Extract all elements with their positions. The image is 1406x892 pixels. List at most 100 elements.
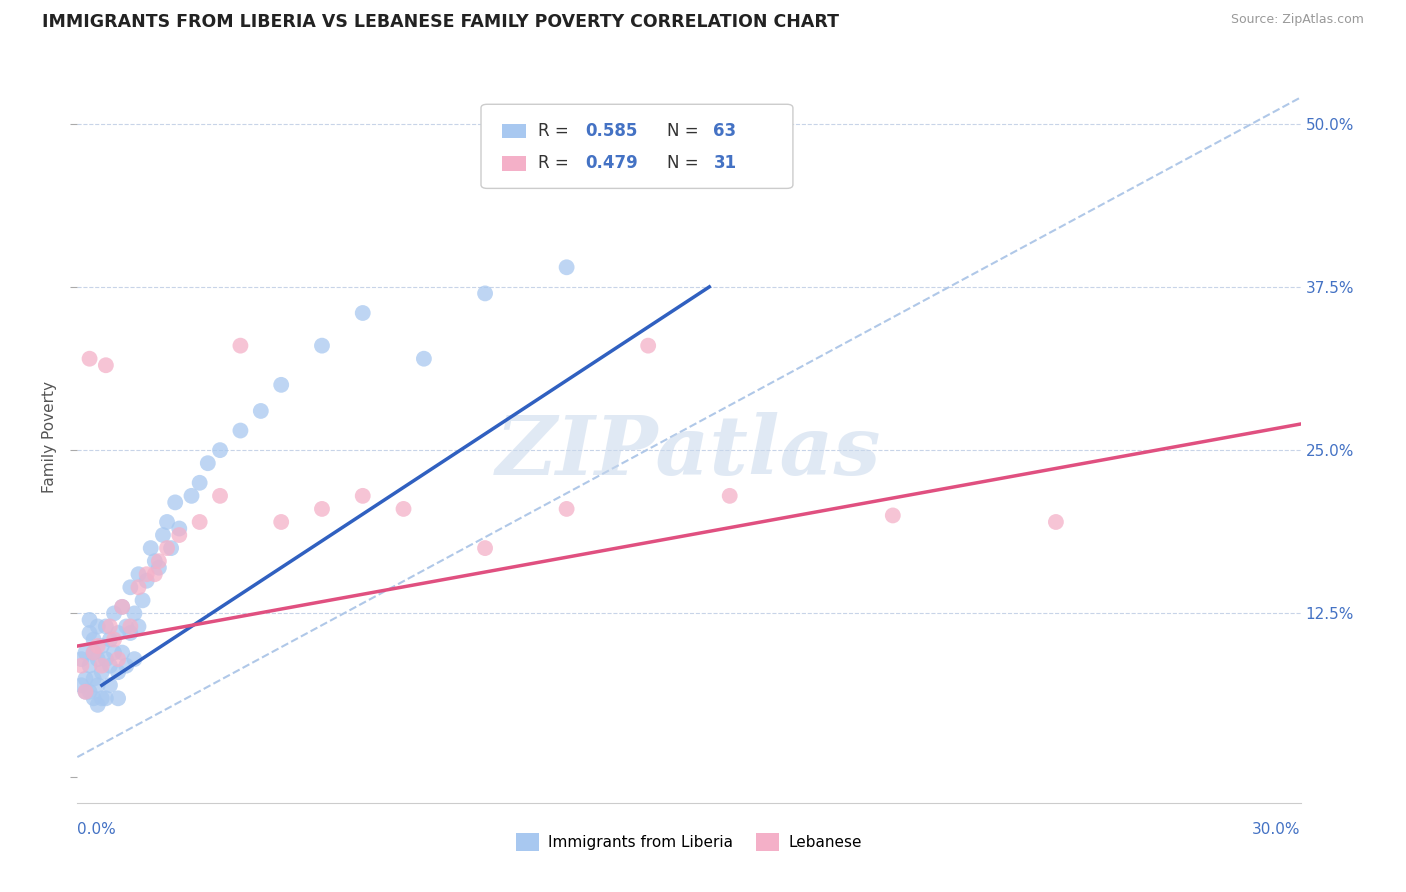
Point bbox=[83, 646, 105, 660]
Point bbox=[98, 678, 121, 692]
Point bbox=[152, 528, 174, 542]
Point bbox=[87, 698, 110, 712]
Point bbox=[111, 646, 134, 660]
Point bbox=[103, 646, 125, 660]
Point bbox=[90, 665, 112, 680]
Point bbox=[143, 567, 166, 582]
Point bbox=[209, 443, 232, 458]
FancyBboxPatch shape bbox=[502, 124, 526, 138]
FancyBboxPatch shape bbox=[481, 104, 793, 188]
Point bbox=[111, 599, 134, 614]
Point bbox=[156, 541, 179, 555]
Point bbox=[75, 646, 97, 660]
Point bbox=[209, 489, 232, 503]
Point bbox=[250, 404, 273, 418]
Point bbox=[311, 339, 333, 353]
Text: 0.0%: 0.0% bbox=[77, 822, 117, 837]
Text: ZIPatlas: ZIPatlas bbox=[496, 412, 882, 491]
Text: N =: N = bbox=[666, 154, 704, 172]
Point bbox=[180, 489, 202, 503]
Point bbox=[718, 489, 741, 503]
Point bbox=[79, 351, 101, 366]
Point bbox=[94, 652, 117, 666]
Point bbox=[75, 685, 97, 699]
Point bbox=[637, 339, 659, 353]
Point bbox=[148, 560, 170, 574]
Point bbox=[107, 691, 129, 706]
Text: Source: ZipAtlas.com: Source: ZipAtlas.com bbox=[1230, 13, 1364, 27]
Point bbox=[120, 580, 142, 594]
Text: R =: R = bbox=[538, 154, 575, 172]
Point bbox=[83, 646, 105, 660]
Text: 0.479: 0.479 bbox=[585, 154, 638, 172]
Point bbox=[70, 678, 93, 692]
Point bbox=[197, 456, 219, 470]
Point bbox=[120, 626, 142, 640]
Point bbox=[139, 541, 162, 555]
Point bbox=[107, 652, 129, 666]
Point bbox=[83, 632, 105, 647]
Point bbox=[87, 619, 110, 633]
Point bbox=[103, 632, 125, 647]
Text: 63: 63 bbox=[713, 122, 737, 140]
Text: 30.0%: 30.0% bbox=[1253, 822, 1301, 837]
Point bbox=[70, 652, 93, 666]
Point bbox=[124, 652, 146, 666]
Point bbox=[107, 665, 129, 680]
Point bbox=[270, 515, 292, 529]
Point bbox=[128, 580, 150, 594]
Point bbox=[83, 691, 105, 706]
Point bbox=[94, 358, 117, 372]
Point bbox=[79, 658, 101, 673]
Point bbox=[131, 593, 153, 607]
Point bbox=[474, 541, 496, 555]
Point bbox=[94, 691, 117, 706]
Point bbox=[87, 678, 110, 692]
Point bbox=[148, 554, 170, 568]
Point bbox=[79, 685, 101, 699]
Point bbox=[115, 619, 138, 633]
Point bbox=[1045, 515, 1067, 529]
Point bbox=[115, 658, 138, 673]
Point bbox=[79, 626, 101, 640]
Point bbox=[229, 424, 252, 438]
Point bbox=[555, 502, 578, 516]
Text: 0.585: 0.585 bbox=[585, 122, 637, 140]
Point bbox=[882, 508, 904, 523]
Point bbox=[169, 521, 191, 535]
Point bbox=[98, 619, 121, 633]
Point bbox=[270, 377, 292, 392]
Text: IMMIGRANTS FROM LIBERIA VS LEBANESE FAMILY POVERTY CORRELATION CHART: IMMIGRANTS FROM LIBERIA VS LEBANESE FAMI… bbox=[42, 13, 839, 31]
Point bbox=[143, 554, 166, 568]
Point bbox=[229, 339, 252, 353]
Point bbox=[128, 567, 150, 582]
Point bbox=[165, 495, 187, 509]
Point bbox=[83, 672, 105, 686]
Point bbox=[135, 567, 157, 582]
Text: 31: 31 bbox=[713, 154, 737, 172]
Point bbox=[94, 619, 117, 633]
Point bbox=[160, 541, 183, 555]
Point bbox=[352, 489, 374, 503]
Point bbox=[98, 632, 121, 647]
Point bbox=[188, 475, 211, 490]
Point bbox=[128, 619, 150, 633]
Point bbox=[413, 351, 436, 366]
Point bbox=[311, 502, 333, 516]
Point bbox=[107, 626, 129, 640]
Point bbox=[111, 599, 134, 614]
Point bbox=[90, 639, 112, 653]
Point bbox=[87, 652, 110, 666]
Point bbox=[555, 260, 578, 275]
Point bbox=[156, 515, 179, 529]
Point bbox=[103, 607, 125, 621]
Legend: Immigrants from Liberia, Lebanese: Immigrants from Liberia, Lebanese bbox=[510, 827, 868, 857]
Point bbox=[87, 639, 110, 653]
Point bbox=[135, 574, 157, 588]
Text: R =: R = bbox=[538, 122, 575, 140]
Point bbox=[169, 528, 191, 542]
Point bbox=[474, 286, 496, 301]
Point bbox=[188, 515, 211, 529]
Point bbox=[75, 672, 97, 686]
Point bbox=[90, 691, 112, 706]
